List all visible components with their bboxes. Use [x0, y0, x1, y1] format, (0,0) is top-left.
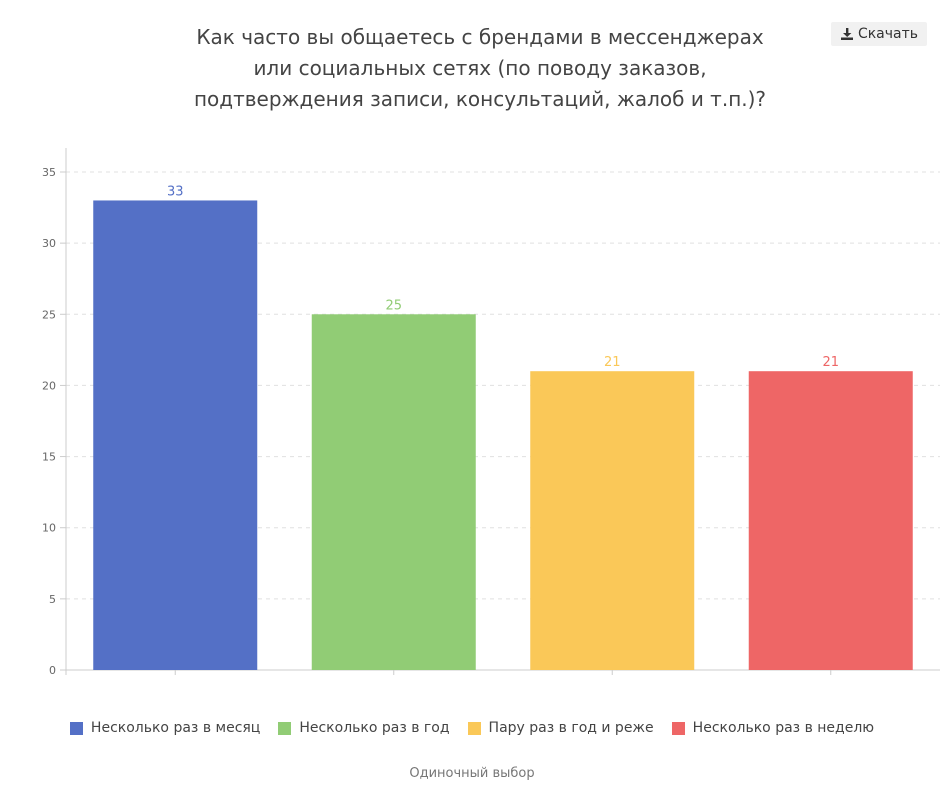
bar: [311, 314, 476, 670]
chart-title: Как часто вы общаетесь с брендами в месс…: [160, 22, 800, 115]
legend-swatch: [278, 721, 292, 735]
legend-label: Несколько раз в месяц: [90, 720, 261, 736]
legend-item[interactable]: Несколько раз в год: [278, 720, 450, 736]
y-tick-label: 35: [42, 166, 56, 179]
legend-label: Несколько раз в год: [299, 720, 450, 736]
legend-swatch: [69, 721, 83, 735]
y-tick-label: 5: [49, 593, 56, 606]
bar-value-label: 25: [385, 298, 402, 313]
legend-item[interactable]: Несколько раз в месяц: [69, 720, 261, 736]
bar: [93, 200, 258, 670]
chart-legend: Несколько раз в месяц Несколько раз в год…: [0, 720, 944, 736]
chart-title-line-2: или социальных сетях (по поводу заказов,: [253, 56, 707, 80]
bar-value-label: 21: [604, 355, 621, 370]
y-tick-label: 10: [42, 522, 56, 535]
y-tick-label: 0: [49, 664, 56, 677]
y-tick-label: 25: [42, 308, 56, 321]
download-icon: [840, 27, 854, 41]
legend-item[interactable]: Несколько раз в неделю: [671, 720, 875, 736]
bar-chart: 0 5 10 15 20 25 30 35 33 25 21 21: [42, 148, 940, 677]
download-button[interactable]: Скачать: [831, 22, 927, 46]
y-tick-label: 30: [42, 237, 56, 250]
y-tick-label: 20: [42, 379, 56, 392]
chart-title-line-3: подтверждения записи, консультаций, жало…: [193, 87, 767, 111]
legend-item[interactable]: Пару раз в год и реже: [467, 720, 654, 736]
legend-swatch: [671, 721, 685, 735]
legend-label: Пару раз в год и реже: [488, 720, 654, 736]
legend-swatch: [467, 721, 481, 735]
y-tick-label: 15: [42, 451, 56, 464]
question-type-label: Одиночный выбор: [409, 766, 535, 781]
download-label: Скачать: [857, 26, 919, 42]
chart-title-line-1: Как часто вы общаетесь с брендами в месс…: [196, 25, 764, 49]
bar: [530, 371, 695, 670]
bar-value-label: 21: [822, 355, 839, 370]
bar: [748, 371, 913, 670]
bar-value-label: 33: [167, 184, 184, 199]
legend-label: Несколько раз в неделю: [692, 720, 875, 736]
